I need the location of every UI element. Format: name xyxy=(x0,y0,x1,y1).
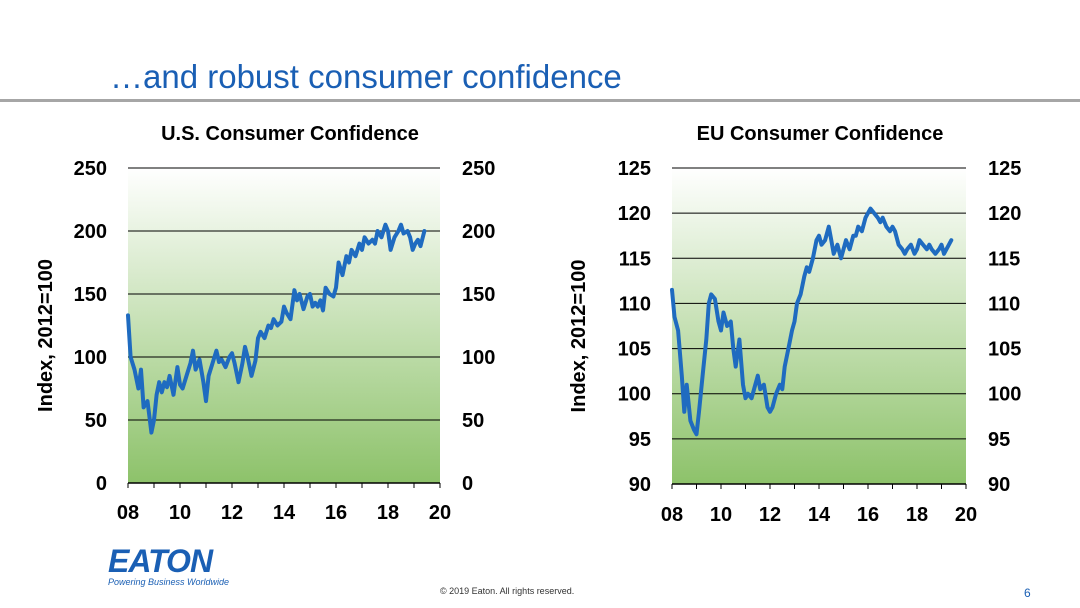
y-axis-label: Index, 2012=100 xyxy=(568,260,590,413)
y-tick-label-left: 95 xyxy=(629,429,651,451)
y-tick-label-left: 150 xyxy=(74,284,107,306)
x-tick-label: 20 xyxy=(429,502,451,524)
title-divider xyxy=(0,99,1080,102)
chart-title: U.S. Consumer Confidence xyxy=(161,123,419,145)
y-tick-label-right: 115 xyxy=(988,248,1020,270)
y-tick-label-right: 95 xyxy=(988,429,1010,451)
y-tick-label-left: 110 xyxy=(619,293,651,315)
y-tick-label-left: 125 xyxy=(618,158,651,180)
series-line xyxy=(126,222,427,435)
y-tick-label-right: 50 xyxy=(462,410,484,432)
brand-wordmark: EATON xyxy=(108,543,213,579)
y-tick-label-left: 50 xyxy=(85,410,107,432)
x-tick-label: 12 xyxy=(221,502,243,524)
y-tick-label-left: 115 xyxy=(619,248,651,270)
y-axis-label: Index, 2012=100 xyxy=(35,259,57,412)
copyright-notice: © 2019 Eaton. All rights reserved. xyxy=(440,586,575,596)
brand-tagline: Powering Business Worldwide xyxy=(108,577,230,587)
y-tick-label-right: 110 xyxy=(988,293,1020,315)
y-tick-label-right: 250 xyxy=(462,158,495,180)
y-tick-label-right: 200 xyxy=(462,221,495,243)
y-tick-label-right: 150 xyxy=(462,284,495,306)
x-tick-label: 08 xyxy=(117,502,139,524)
y-tick-label-right: 100 xyxy=(988,384,1021,406)
x-tick-label: 16 xyxy=(857,504,879,526)
x-tick-label: 12 xyxy=(759,504,781,526)
eu-consumer-confidence-chart: 90 90 95 95 100 100 105 105 110 110 115 115 120 120 12… xyxy=(568,123,1021,526)
y-tick-label-left: 250 xyxy=(74,158,107,180)
y-tick-label-left: 105 xyxy=(618,339,651,361)
y-tick-label-right: 90 xyxy=(988,474,1010,496)
x-tick-label: 14 xyxy=(273,502,296,524)
y-tick-label-left: 100 xyxy=(74,347,107,369)
y-tick-label-left: 0 xyxy=(96,473,107,495)
y-tick-label-left: 90 xyxy=(629,474,651,496)
eaton-logo: EATON Powering Business Worldwide xyxy=(108,543,238,592)
x-tick-label: 10 xyxy=(710,504,732,526)
y-tick-label-right: 125 xyxy=(988,158,1021,180)
x-tick-label: 16 xyxy=(325,502,347,524)
series-line xyxy=(670,206,954,437)
x-tick-label: 20 xyxy=(955,504,977,526)
y-tick-label-left: 200 xyxy=(74,221,107,243)
y-tick-label-right: 105 xyxy=(988,339,1021,361)
x-tick-label: 18 xyxy=(906,504,928,526)
y-tick-label-right: 0 xyxy=(462,473,473,495)
x-tick-label: 08 xyxy=(661,504,683,526)
us-consumer-confidence-chart: 0 0 50 50 100 100 150 150 200 200 250 250 08 10 12 14 16… xyxy=(35,123,495,524)
slide-title: …and robust consumer confidence xyxy=(110,58,622,95)
x-tick-label: 10 xyxy=(169,502,191,524)
y-tick-label-left: 100 xyxy=(618,384,651,406)
plot-area xyxy=(128,168,440,483)
y-tick-label-right: 120 xyxy=(988,203,1021,225)
y-tick-label-left: 120 xyxy=(618,203,651,225)
x-tick-label: 18 xyxy=(377,502,399,524)
page-number: 6 xyxy=(1024,586,1031,600)
x-tick-label: 14 xyxy=(808,504,831,526)
y-tick-label-right: 100 xyxy=(462,347,495,369)
chart-title: EU Consumer Confidence xyxy=(697,123,944,145)
plot-area xyxy=(672,168,966,484)
